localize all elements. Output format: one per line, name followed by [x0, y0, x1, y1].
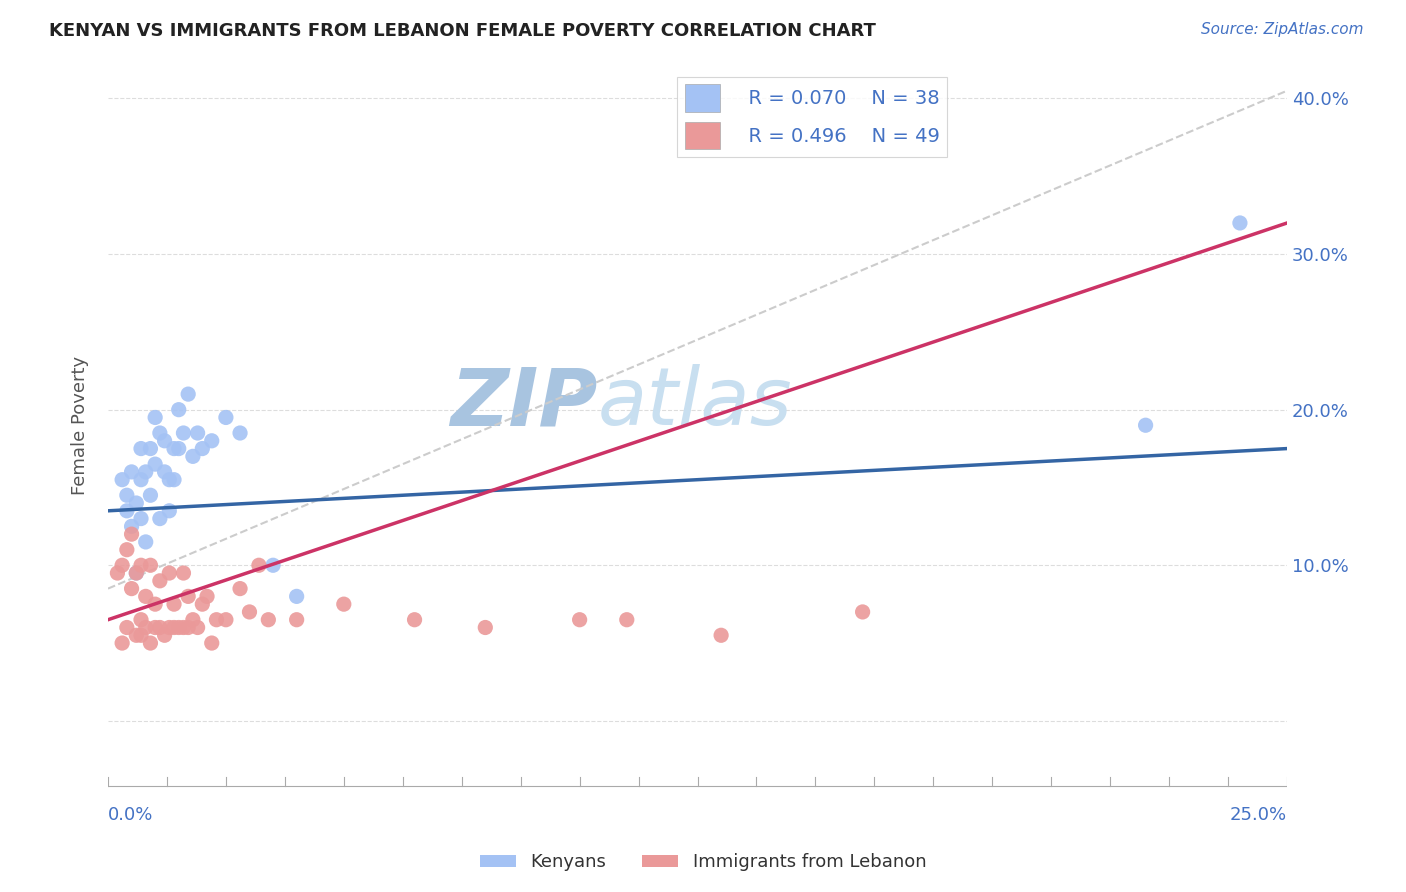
Point	[153, 465, 176, 479]
Point	[143, 620, 166, 634]
Point	[167, 402, 190, 417]
Point	[139, 442, 162, 456]
Text: Source: ZipAtlas.com: Source: ZipAtlas.com	[1201, 22, 1364, 37]
Point	[149, 574, 172, 588]
Legend: Kenyans, Immigrants from Lebanon: Kenyans, Immigrants from Lebanon	[472, 847, 934, 879]
Point	[129, 511, 152, 525]
Point	[616, 613, 638, 627]
Point	[149, 511, 172, 525]
Point	[125, 628, 148, 642]
Point	[181, 450, 204, 464]
Point	[172, 566, 194, 580]
Point	[247, 558, 270, 573]
Point	[121, 527, 143, 541]
Point	[177, 620, 200, 634]
Point	[474, 620, 496, 634]
Text: 25.0%: 25.0%	[1230, 806, 1286, 824]
Point	[157, 504, 180, 518]
Point	[195, 590, 218, 604]
Point	[238, 605, 260, 619]
Point	[163, 620, 186, 634]
Point	[143, 597, 166, 611]
Point	[121, 465, 143, 479]
Point	[172, 620, 194, 634]
Point	[215, 613, 238, 627]
Point	[129, 558, 152, 573]
Text: 0.0%: 0.0%	[108, 806, 153, 824]
Point	[285, 590, 308, 604]
Point	[163, 442, 186, 456]
Point	[111, 636, 134, 650]
Y-axis label: Female Poverty: Female Poverty	[72, 356, 89, 495]
Point	[1135, 418, 1157, 433]
Point	[121, 519, 143, 533]
Point	[568, 613, 591, 627]
Point	[333, 597, 356, 611]
Point	[129, 442, 152, 456]
Point	[167, 442, 190, 456]
Point	[710, 628, 733, 642]
Point	[115, 620, 138, 634]
Point	[129, 613, 152, 627]
Point	[135, 620, 157, 634]
Text: atlas: atlas	[598, 364, 792, 442]
Point	[215, 410, 238, 425]
Point	[111, 473, 134, 487]
Point	[177, 590, 200, 604]
Legend:   R = 0.070    N = 38,   R = 0.496    N = 49: R = 0.070 N = 38, R = 0.496 N = 49	[678, 77, 948, 157]
Text: KENYAN VS IMMIGRANTS FROM LEBANON FEMALE POVERTY CORRELATION CHART: KENYAN VS IMMIGRANTS FROM LEBANON FEMALE…	[49, 22, 876, 40]
Point	[229, 582, 252, 596]
Point	[115, 488, 138, 502]
Point	[157, 473, 180, 487]
Point	[115, 542, 138, 557]
Point	[181, 613, 204, 627]
Point	[163, 473, 186, 487]
Point	[229, 425, 252, 440]
Point	[121, 582, 143, 596]
Point	[115, 504, 138, 518]
Point	[852, 605, 875, 619]
Point	[205, 613, 228, 627]
Point	[143, 457, 166, 471]
Point	[149, 620, 172, 634]
Point	[125, 496, 148, 510]
Point	[191, 597, 214, 611]
Point	[125, 566, 148, 580]
Point	[153, 434, 176, 448]
Point	[111, 558, 134, 573]
Point	[157, 620, 180, 634]
Point	[404, 613, 426, 627]
Point	[1229, 216, 1251, 230]
Point	[139, 636, 162, 650]
Point	[139, 488, 162, 502]
Point	[177, 387, 200, 401]
Point	[143, 410, 166, 425]
Point	[135, 535, 157, 549]
Point	[285, 613, 308, 627]
Point	[139, 558, 162, 573]
Point	[129, 628, 152, 642]
Point	[167, 620, 190, 634]
Point	[262, 558, 284, 573]
Point	[172, 425, 194, 440]
Point	[257, 613, 280, 627]
Point	[153, 628, 176, 642]
Text: ZIP: ZIP	[450, 364, 598, 442]
Point	[187, 425, 209, 440]
Point	[163, 597, 186, 611]
Point	[135, 590, 157, 604]
Point	[157, 566, 180, 580]
Point	[201, 636, 224, 650]
Point	[191, 442, 214, 456]
Point	[135, 465, 157, 479]
Point	[149, 425, 172, 440]
Point	[201, 434, 224, 448]
Point	[107, 566, 129, 580]
Point	[129, 473, 152, 487]
Point	[187, 620, 209, 634]
Point	[125, 566, 148, 580]
